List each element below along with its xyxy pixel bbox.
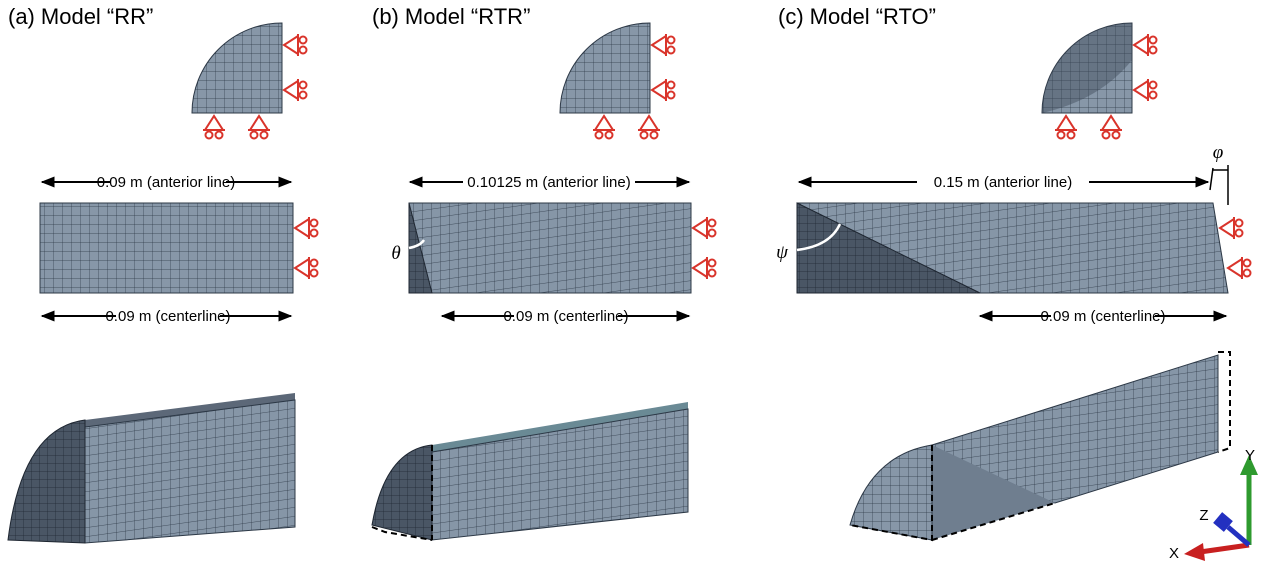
roller-support — [651, 132, 658, 139]
roller-support — [1102, 116, 1120, 130]
roller-support — [205, 116, 223, 130]
panel-label: (b) — [372, 4, 399, 29]
dimension-label: 0.15 m (anterior line) — [934, 174, 1072, 191]
panel-name: Model “RTR” — [405, 4, 531, 29]
roller-support — [1244, 260, 1251, 267]
roller-support — [693, 219, 707, 237]
angle-label: φ — [1213, 142, 1224, 163]
roller-support — [668, 47, 675, 54]
angle-label: ψ — [776, 242, 789, 263]
roller-support — [1068, 132, 1075, 139]
roller-support — [652, 81, 666, 99]
cross-section — [192, 23, 282, 113]
roller-support — [641, 132, 648, 139]
panel-name: Model “RR” — [41, 4, 153, 29]
panel-label: (a) — [8, 4, 35, 29]
solid-cap — [850, 445, 932, 540]
side-view — [40, 203, 293, 293]
roller-support — [596, 132, 603, 139]
dimension-label: 0.09 m (centerline) — [503, 308, 628, 325]
side-view — [409, 203, 691, 293]
roller-support — [709, 270, 716, 277]
figure: (a)Model “RR” (b)Model “RTR” (c)Model “R… — [0, 0, 1262, 566]
roller-support — [1220, 219, 1234, 237]
roller-support — [1228, 259, 1242, 277]
roller-support — [1150, 37, 1157, 44]
roller-support — [311, 270, 318, 277]
dimension-label: 0.10125 m (anterior line) — [467, 174, 630, 191]
angle-label: θ — [391, 243, 400, 264]
x-axis-head — [1184, 543, 1205, 561]
roller-support — [1103, 132, 1110, 139]
roller-support — [284, 36, 298, 54]
dimension-label: 0.09 m (centerline) — [105, 308, 230, 325]
roller-support — [668, 92, 675, 99]
solid-cap — [8, 420, 85, 543]
z-axis-arrow — [1228, 527, 1249, 545]
cross-section — [560, 23, 650, 113]
roller-support — [693, 259, 707, 277]
roller-support — [1134, 36, 1148, 54]
roller-support — [709, 260, 716, 267]
roller-support — [709, 220, 716, 227]
roller-support — [709, 230, 716, 237]
roller-support — [206, 132, 213, 139]
axis-label: Y — [1245, 447, 1255, 464]
roller-support — [251, 132, 258, 139]
roller-support — [1113, 132, 1120, 139]
axis-label: X — [1169, 545, 1179, 562]
roller-support — [640, 116, 658, 130]
roller-support — [1150, 82, 1157, 89]
roller-support — [606, 132, 613, 139]
dimension-label: 0.09 m (centerline) — [1040, 308, 1165, 325]
panel-title: (b)Model “RTR” — [372, 4, 530, 29]
roller-support — [1134, 81, 1148, 99]
panel-title: (c)Model “RTO” — [778, 4, 936, 29]
panel-title: (a)Model “RR” — [8, 4, 153, 29]
axis-label: Z — [1199, 507, 1208, 524]
roller-support — [1057, 116, 1075, 130]
roller-support — [595, 116, 613, 130]
roller-support — [311, 230, 318, 237]
roller-support — [1058, 132, 1065, 139]
panel-label: (c) — [778, 4, 804, 29]
roller-support — [668, 82, 675, 89]
solid-cap — [372, 445, 432, 540]
roller-support — [250, 116, 268, 130]
roller-support — [311, 220, 318, 227]
roller-support — [300, 37, 307, 44]
x-axis-arrow — [1200, 545, 1249, 552]
roller-support — [300, 92, 307, 99]
roller-support — [295, 219, 309, 237]
roller-support — [1236, 220, 1243, 227]
roller-support — [261, 132, 268, 139]
panel-name: Model “RTO” — [810, 4, 936, 29]
roller-support — [1236, 230, 1243, 237]
roller-support — [216, 132, 223, 139]
roller-support — [1150, 92, 1157, 99]
roller-support — [295, 259, 309, 277]
phi-line — [1210, 168, 1213, 190]
roller-support — [300, 47, 307, 54]
roller-support — [1150, 47, 1157, 54]
roller-support — [284, 81, 298, 99]
roller-support — [668, 37, 675, 44]
dimension-label: 0.09 m (anterior line) — [97, 174, 235, 191]
roller-support — [300, 82, 307, 89]
roller-support — [652, 36, 666, 54]
roller-support — [311, 260, 318, 267]
roller-support — [1244, 270, 1251, 277]
